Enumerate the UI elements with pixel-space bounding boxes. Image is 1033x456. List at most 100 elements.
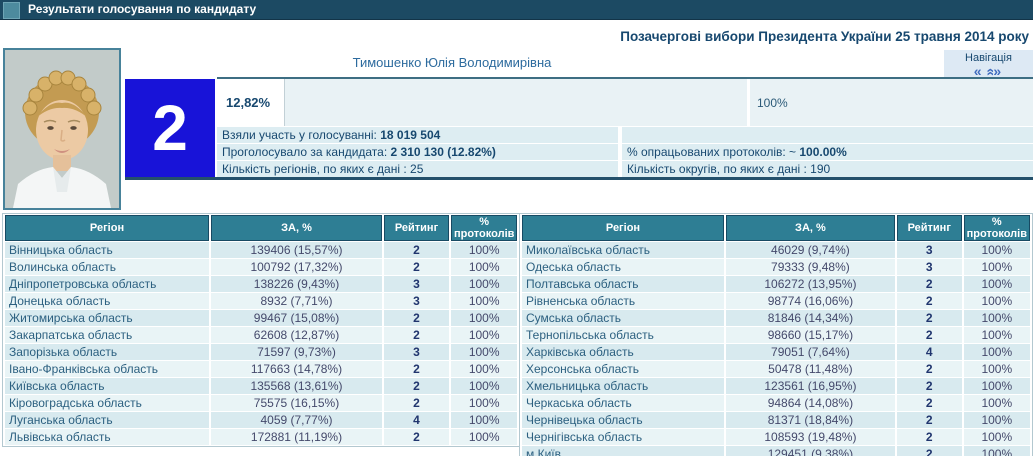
region-cell: Рівненська область	[522, 293, 724, 309]
region-cell: Одеська область	[522, 259, 724, 275]
votes-cell: 81371 (18,84%)	[725, 412, 895, 428]
results-table-right: Регіон ЗА, % Рейтинг % протоколів Микола…	[519, 213, 1033, 456]
votes-cell: 117663 (14,78%)	[211, 361, 382, 377]
stat-empty	[622, 127, 1033, 143]
votes-cell: 46029 (9,74%)	[725, 242, 895, 258]
region-cell: м.Київ	[522, 446, 724, 456]
nav-previous-icon[interactable]: «	[973, 63, 984, 79]
region-cell: Хмельницька область	[522, 378, 724, 394]
bar-total-label: 100%	[750, 79, 1033, 126]
column-header-rating: Рейтинг	[384, 215, 449, 241]
protocols-cell: 100%	[963, 327, 1030, 343]
table-header-row: Регіон ЗА, % Рейтинг % протоколів	[522, 215, 1030, 241]
protocols-cell: 100%	[963, 293, 1030, 309]
votes-cell: 99467 (15,08%)	[211, 310, 382, 326]
rating-cell: 2	[384, 395, 449, 411]
table-row: Тернопільська область 98660 (15,17%) 2 100%	[522, 327, 1030, 343]
candidate-portrait-image	[5, 50, 119, 208]
region-cell: Вінницька область	[5, 242, 209, 258]
protocols-cell: 100%	[451, 429, 518, 445]
stat-row: Кількість регіонів, по яких є дані : 25 …	[217, 161, 1033, 177]
rating-cell: 3	[384, 293, 449, 309]
protocols-cell: 100%	[451, 259, 518, 275]
bar-fill	[217, 79, 285, 126]
table-row: Вінницька область 139406 (15,57%) 2 100%	[5, 242, 518, 258]
navigation-label: Навігація	[965, 52, 1012, 64]
votes-cell: 98660 (15,17%)	[725, 327, 895, 343]
rating-cell: 2	[896, 378, 962, 394]
table-row: Кіровоградська область 75575 (16,15%) 2 100…	[5, 395, 518, 411]
table-row: Сумська область 81846 (14,34%) 2 100%	[522, 310, 1030, 326]
protocols-cell: 100%	[451, 276, 518, 292]
table-row: Чернівецька область 81371 (18,84%) 2 100%	[522, 412, 1030, 428]
table-row: Рівненська область 98774 (16,06%) 2 100%	[522, 293, 1030, 309]
rating-cell: 2	[896, 429, 962, 445]
table-row: Херсонська область 50478 (11,48%) 2 100%	[522, 361, 1030, 377]
stat-row: Взяли участь у голосуванні: 18 019 504	[217, 127, 1033, 143]
protocols-cell: 100%	[963, 259, 1030, 275]
rating-cell: 2	[384, 361, 449, 377]
table-row: Донецька область 8932 (7,71%) 3 100%	[5, 293, 518, 309]
vote-share-bar-track: 12,82%	[217, 79, 747, 126]
rating-cell: 3	[896, 259, 962, 275]
votes-cell: 129451 (9,38%)	[725, 446, 895, 456]
table-row: м.Київ 129451 (9,38%) 2 100%	[522, 446, 1030, 456]
stat-districts-count: Кількість округів, по яких є дані : 190	[622, 161, 1033, 177]
table-row: Луганська область 4059 (7,77%) 4 100%	[5, 412, 518, 428]
region-cell: Херсонська область	[522, 361, 724, 377]
summary-stats: Взяли участь у голосуванні: 18 019 504 П…	[217, 127, 1033, 178]
summary-bottom-border	[125, 177, 1033, 180]
votes-cell: 98774 (16,06%)	[725, 293, 895, 309]
table-row: Полтавська область 106272 (13,95%) 2 100%	[522, 276, 1030, 292]
protocols-cell: 100%	[451, 361, 518, 377]
nav-next-icon[interactable]: »	[993, 63, 1004, 79]
protocols-cell: 100%	[963, 395, 1030, 411]
protocols-cell: 100%	[963, 446, 1030, 456]
table-row: Львівська область 172881 (11,19%) 2 100%	[5, 429, 518, 445]
rating-cell: 2	[384, 378, 449, 394]
votes-cell: 75575 (16,15%)	[211, 395, 382, 411]
votes-cell: 79051 (7,64%)	[725, 344, 895, 360]
rating-cell: 2	[384, 327, 449, 343]
protocols-cell: 100%	[451, 310, 518, 326]
header-bullet-icon	[3, 2, 20, 19]
region-cell: Черкаська область	[522, 395, 724, 411]
column-header-votes: ЗА, %	[211, 215, 382, 241]
votes-cell: 79333 (9,48%)	[725, 259, 895, 275]
table-row: Івано-Франківська область 117663 (14,78%)…	[5, 361, 518, 377]
region-cell: Івано-Франківська область	[5, 361, 209, 377]
candidate-name: Тимошенко Юлія Володимирівна	[352, 55, 552, 70]
table-row: Волинська область 100792 (17,32%) 2 100%	[5, 259, 518, 275]
protocols-cell: 100%	[451, 242, 518, 258]
votes-cell: 100792 (17,32%)	[211, 259, 382, 275]
table-row: Закарпатська область 62608 (12,87%) 2 100%	[5, 327, 518, 343]
rating-cell: 2	[896, 293, 962, 309]
region-cell: Дніпропетровська область	[5, 276, 209, 292]
table-row: Миколаївська область 46029 (9,74%) 3 100%	[522, 242, 1030, 258]
votes-cell: 135568 (13,61%)	[211, 378, 382, 394]
rating-cell: 3	[384, 276, 449, 292]
bar-divider	[747, 79, 750, 126]
rating-cell: 2	[896, 327, 962, 343]
rating-cell: 2	[896, 412, 962, 428]
region-cell: Волинська область	[5, 259, 209, 275]
table-row: Одеська область 79333 (9,48%) 3 100%	[522, 259, 1030, 275]
protocols-cell: 100%	[963, 412, 1030, 428]
rating-cell: 2	[896, 310, 962, 326]
rating-cell: 3	[896, 242, 962, 258]
votes-cell: 71597 (9,73%)	[211, 344, 382, 360]
rating-cell: 2	[896, 395, 962, 411]
region-cell: Чернівецька область	[522, 412, 724, 428]
vote-percent-label: 12,82%	[226, 95, 271, 110]
nav-up-icon[interactable]: »	[980, 66, 997, 76]
stat-row: Проголосувало за кандидата: 2 310 130 (1…	[217, 144, 1033, 160]
table-row: Чернігівська область 108593 (19,48%) 2 100%	[522, 429, 1030, 445]
column-header-region: Регіон	[522, 215, 724, 241]
stat-votes-for-candidate: Проголосувало за кандидата: 2 310 130 (1…	[217, 144, 618, 160]
rating-cell: 2	[896, 446, 962, 456]
rating-cell: 3	[384, 344, 449, 360]
votes-cell: 50478 (11,48%)	[725, 361, 895, 377]
column-header-votes: ЗА, %	[725, 215, 895, 241]
column-header-region: Регіон	[5, 215, 209, 241]
column-header-rating: Рейтинг	[896, 215, 962, 241]
